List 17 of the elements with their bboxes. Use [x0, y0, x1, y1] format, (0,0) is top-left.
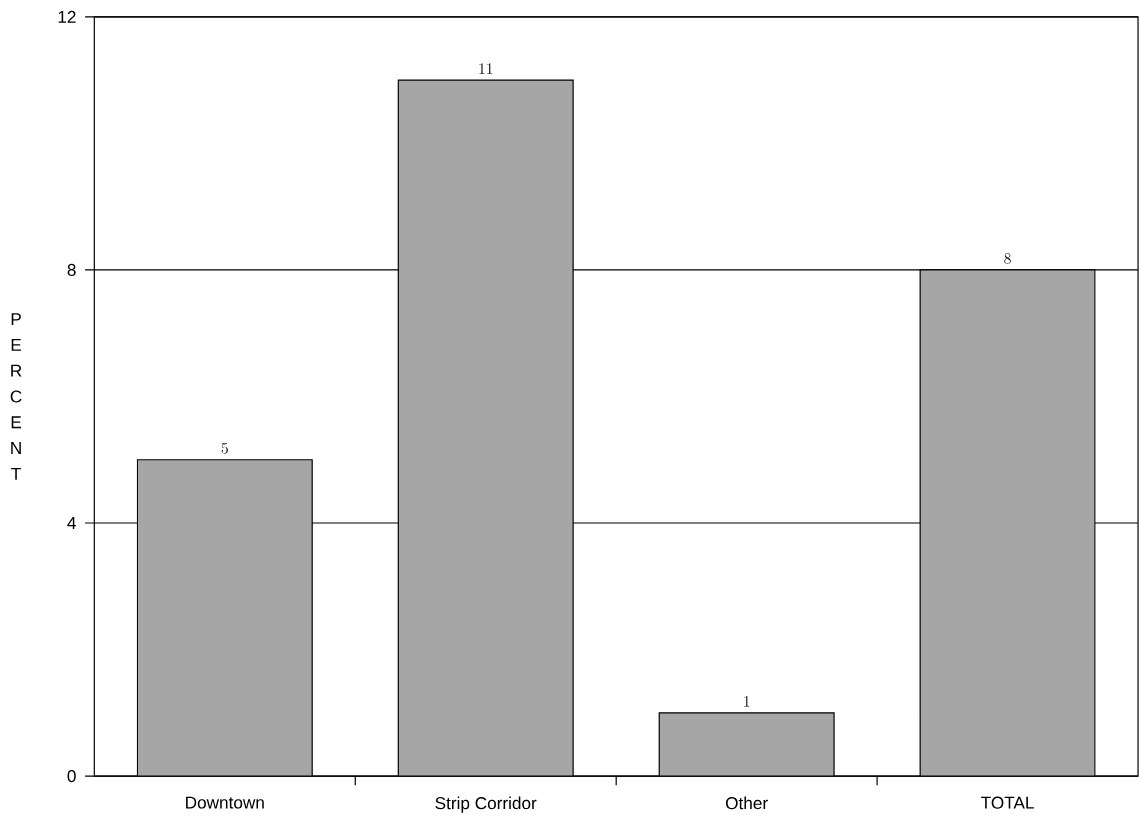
- bar: [136, 459, 313, 777]
- x-tick-label: Strip Corridor: [435, 796, 537, 813]
- bar: [658, 712, 835, 777]
- y-axis-title: PERCENT: [10, 313, 22, 480]
- x-tick-label: Other: [725, 796, 768, 810]
- x-tick-label: Downtown: [186, 796, 264, 809]
- y-tick-label: 8: [67, 264, 76, 277]
- bar: [919, 269, 1096, 777]
- data-label: 5: [221, 443, 228, 454]
- y-tick-label: 4: [67, 517, 76, 530]
- x-tick-label: TOTAL: [981, 796, 1034, 809]
- data-label: 1: [744, 696, 750, 707]
- y-tick-label: 0: [67, 770, 76, 783]
- bar: [397, 79, 574, 777]
- data-label: 8: [1004, 253, 1011, 265]
- y-tick-label: 12: [58, 11, 76, 24]
- data-label: 11: [479, 63, 493, 74]
